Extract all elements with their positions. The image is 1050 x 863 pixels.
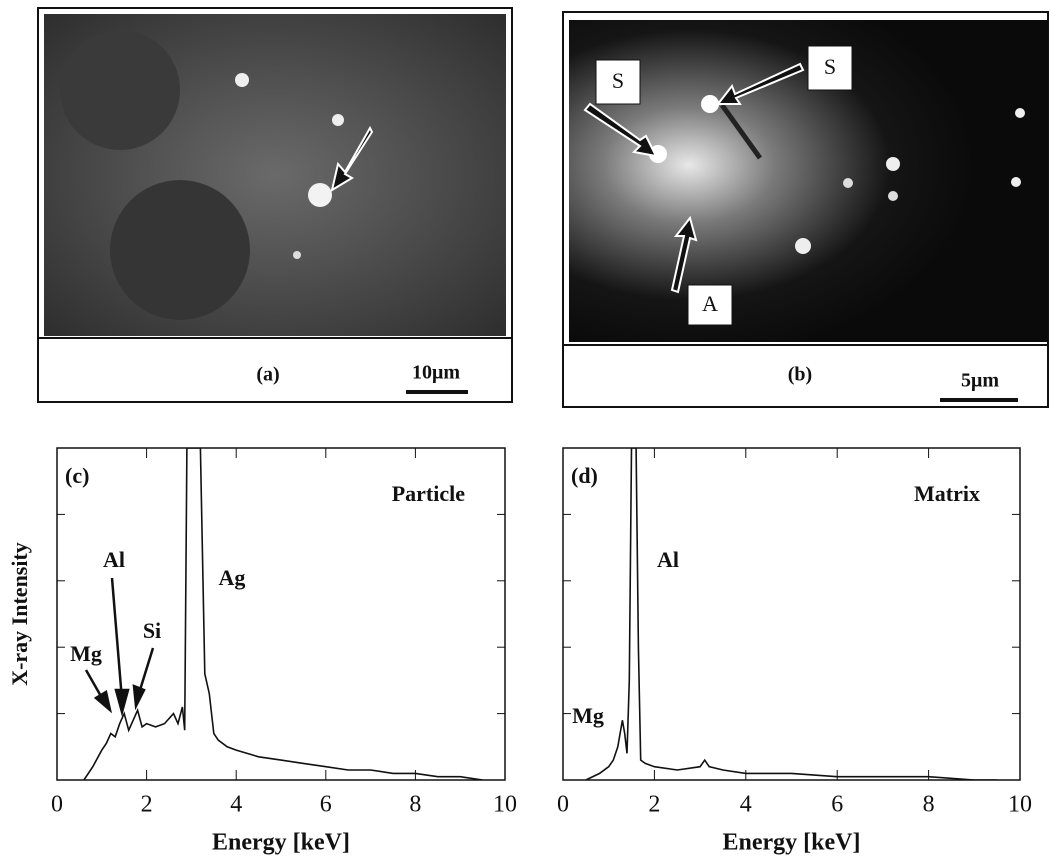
x-tick-label: 10 xyxy=(1008,792,1032,818)
x-tick-label: 0 xyxy=(51,792,63,818)
annotation: Ag xyxy=(219,565,246,590)
annotation: Mg xyxy=(70,641,102,666)
marker-label: S xyxy=(612,68,624,93)
marker-label: A xyxy=(702,291,718,316)
panel-label: (c) xyxy=(65,463,89,488)
scale-label: 5μm xyxy=(961,370,999,392)
annotation: Al xyxy=(103,547,125,572)
x-tick-label: 4 xyxy=(740,792,752,818)
panel-label: (b) xyxy=(788,364,812,386)
marker-label: S xyxy=(824,54,836,79)
x-tick-label: 4 xyxy=(230,792,242,818)
panel-title: Particle xyxy=(392,481,466,506)
scale-label: 10μm xyxy=(412,362,460,384)
micrograph-b: S S A (b) 5μm xyxy=(563,12,1048,407)
x-tick-label: 6 xyxy=(320,792,332,818)
x-axis-label: Energy [keV] xyxy=(212,830,350,856)
annotation: Al xyxy=(657,547,679,572)
x-tick-label: 6 xyxy=(831,792,843,818)
x-tick-label: 10 xyxy=(493,792,517,818)
figure: (a) 10μm S S A (b) 5μm 0 2 4 6 8 10 Energy [ke… xyxy=(0,0,1050,863)
annotation: Mg xyxy=(572,703,604,728)
x-tick-label: 2 xyxy=(141,792,153,818)
x-tick-label: 8 xyxy=(409,792,421,818)
y-axis-label: X-ray Intensity xyxy=(7,542,32,686)
annotation: Si xyxy=(143,618,161,643)
x-tick-label: 8 xyxy=(923,792,935,818)
panel-title: Matrix xyxy=(914,481,980,506)
x-tick-label: 2 xyxy=(648,792,660,818)
x-axis-label: Energy [keV] xyxy=(723,830,861,856)
micrograph-a: (a) 10μm xyxy=(38,8,512,402)
x-tick-label: 0 xyxy=(557,792,569,818)
panel-label: (d) xyxy=(571,463,598,488)
panel-label: (a) xyxy=(256,364,279,386)
